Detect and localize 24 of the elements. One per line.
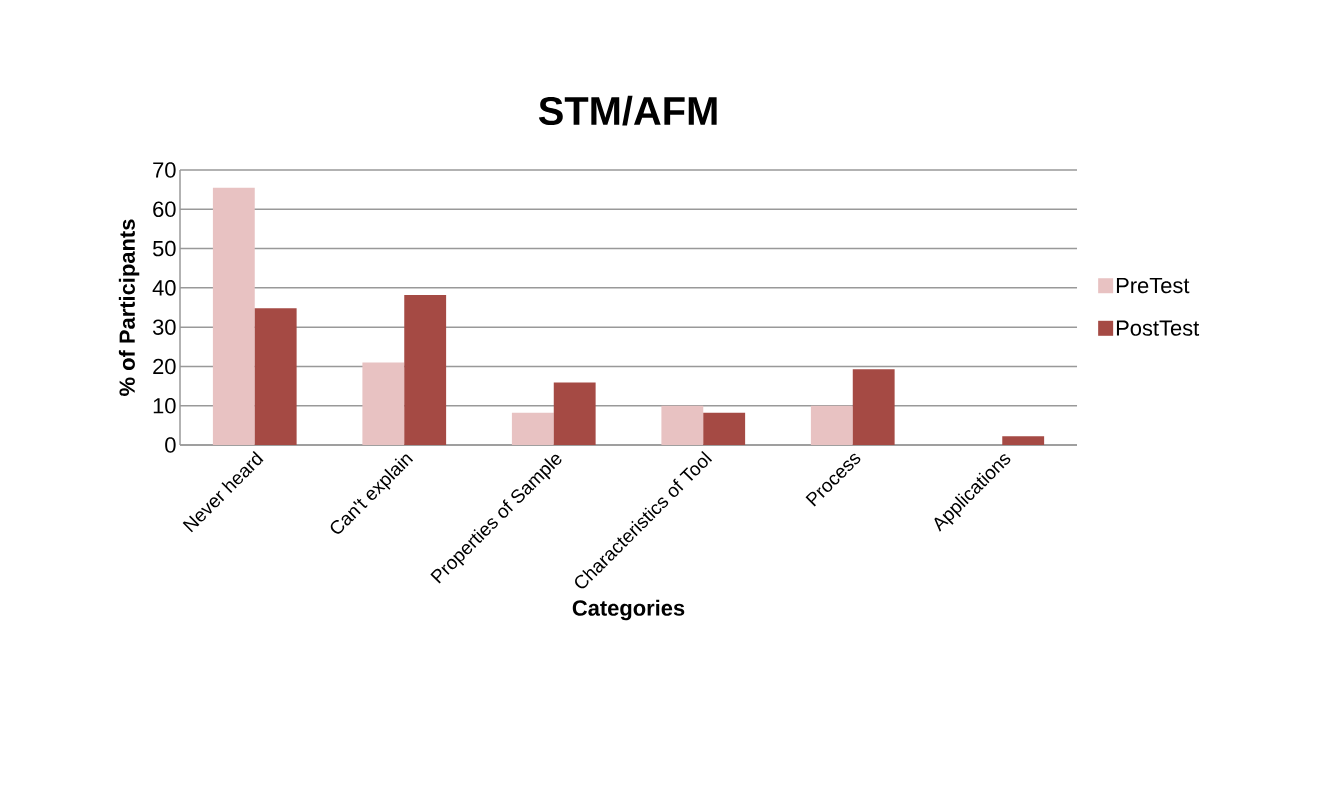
bar	[661, 405, 704, 446]
y-tick-label: 10	[153, 397, 176, 414]
bar	[852, 369, 895, 446]
chart-title: STM/AFM	[538, 95, 717, 126]
legend-label: PreTest	[1116, 277, 1190, 294]
x-axis-title: Categories	[572, 599, 685, 621]
bar	[404, 294, 447, 446]
y-tick-label: 40	[152, 280, 176, 296]
y-tick-label: 50	[152, 240, 176, 257]
legend-label: PostTest	[1116, 320, 1200, 336]
bar	[553, 382, 596, 446]
y-tick-label: 30	[152, 319, 176, 335]
y-axis-title: % of Participants	[118, 219, 140, 396]
bar	[254, 308, 297, 446]
y-tick-label: 20	[153, 358, 176, 375]
y-tick-label: 70	[153, 162, 176, 178]
bar	[1002, 436, 1045, 446]
bar	[810, 405, 853, 446]
bar	[362, 362, 405, 446]
y-tick-label: 0	[165, 437, 176, 453]
bar	[212, 187, 255, 446]
bar	[703, 412, 746, 446]
y-tick-label: 60	[153, 201, 176, 218]
bar	[511, 412, 554, 446]
